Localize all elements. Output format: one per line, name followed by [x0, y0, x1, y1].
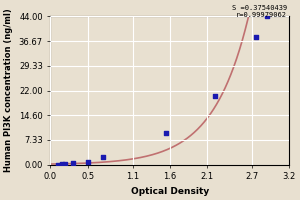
- Point: [100, 156, 105, 159]
- Point: [253, 35, 258, 38]
- Point: [56, 163, 60, 166]
- Point: [212, 94, 217, 97]
- Text: S =0.37540439
r=0.99979062: S =0.37540439 r=0.99979062: [232, 5, 287, 18]
- Point: [63, 163, 68, 166]
- Point: [164, 131, 169, 134]
- Point: [70, 162, 75, 165]
- Point: [85, 160, 90, 163]
- X-axis label: Optical Density: Optical Density: [131, 187, 209, 196]
- Y-axis label: Human PI3K concentration (ng/ml): Human PI3K concentration (ng/ml): [4, 9, 13, 172]
- Point: [59, 163, 64, 166]
- Point: [264, 15, 269, 18]
